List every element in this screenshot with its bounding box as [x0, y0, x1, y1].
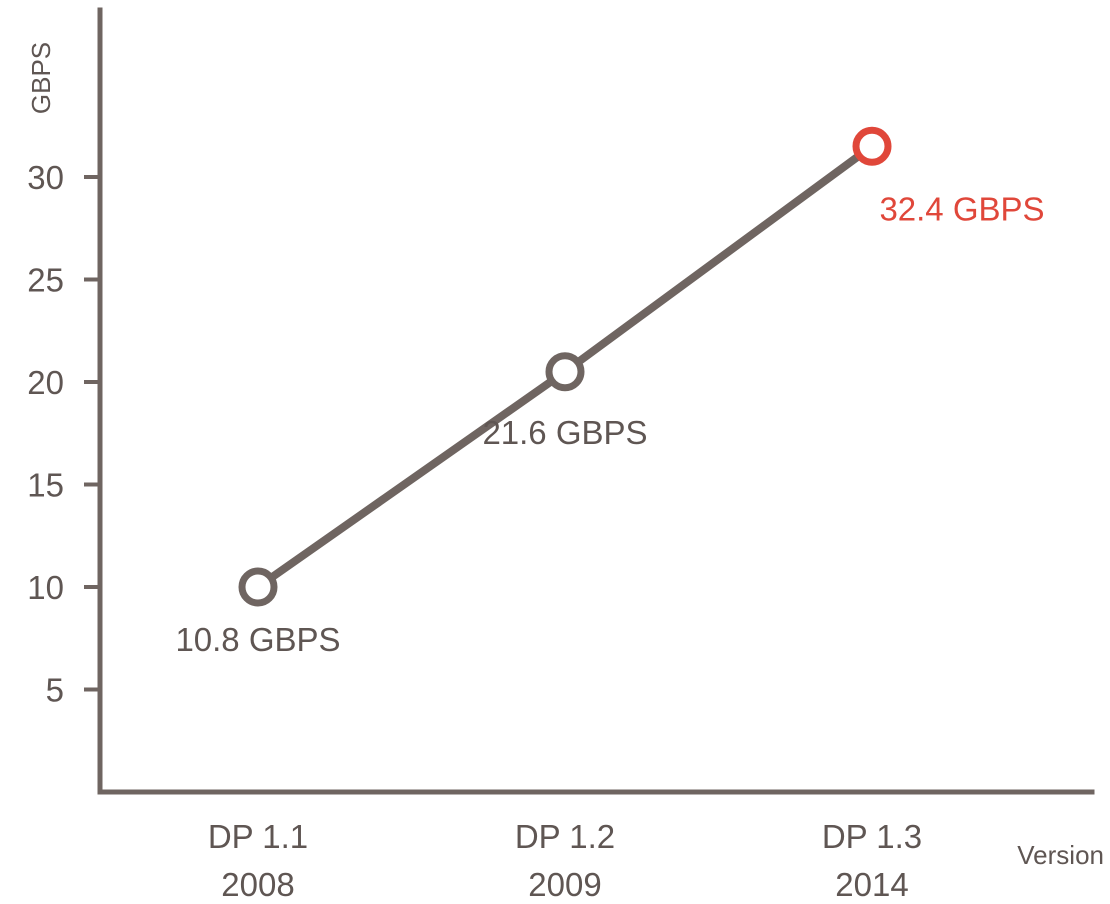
y-tick-label: 10 [27, 569, 64, 606]
y-tick-label: 25 [27, 262, 64, 299]
data-point [238, 567, 278, 607]
x-tick-label-year: 2008 [221, 866, 294, 903]
series: 10.8 GBPS 21.6 GBPS 32.4 GBPS [175, 126, 1045, 658]
x-tick-label-version: DP 1.3 [822, 818, 922, 855]
x-tick-label-version: DP 1.1 [208, 818, 308, 855]
y-axis-title: GBPS [26, 42, 56, 114]
y-tick-label: 15 [27, 467, 64, 504]
data-point [545, 352, 585, 392]
y-tick-label: 30 [27, 159, 64, 196]
x-tick-label-year: 2014 [835, 866, 908, 903]
y-tick-label: 5 [46, 672, 64, 709]
data-label: 21.6 GBPS [482, 414, 647, 451]
x-tick-label-year: 2009 [528, 866, 601, 903]
data-label: 10.8 GBPS [175, 621, 340, 658]
x-tick-label-version: DP 1.2 [515, 818, 615, 855]
x-tick-labels: DP 1.1 2008 DP 1.2 2009 DP 1.3 2014 [208, 818, 922, 903]
y-ticks: 5 10 15 20 25 30 [27, 159, 100, 709]
axes [97, 7, 1095, 795]
x-axis-title: Version [1017, 840, 1104, 870]
y-tick-label: 20 [27, 364, 64, 401]
data-label: 32.4 GBPS [879, 190, 1044, 227]
data-point-highlight [852, 126, 892, 166]
